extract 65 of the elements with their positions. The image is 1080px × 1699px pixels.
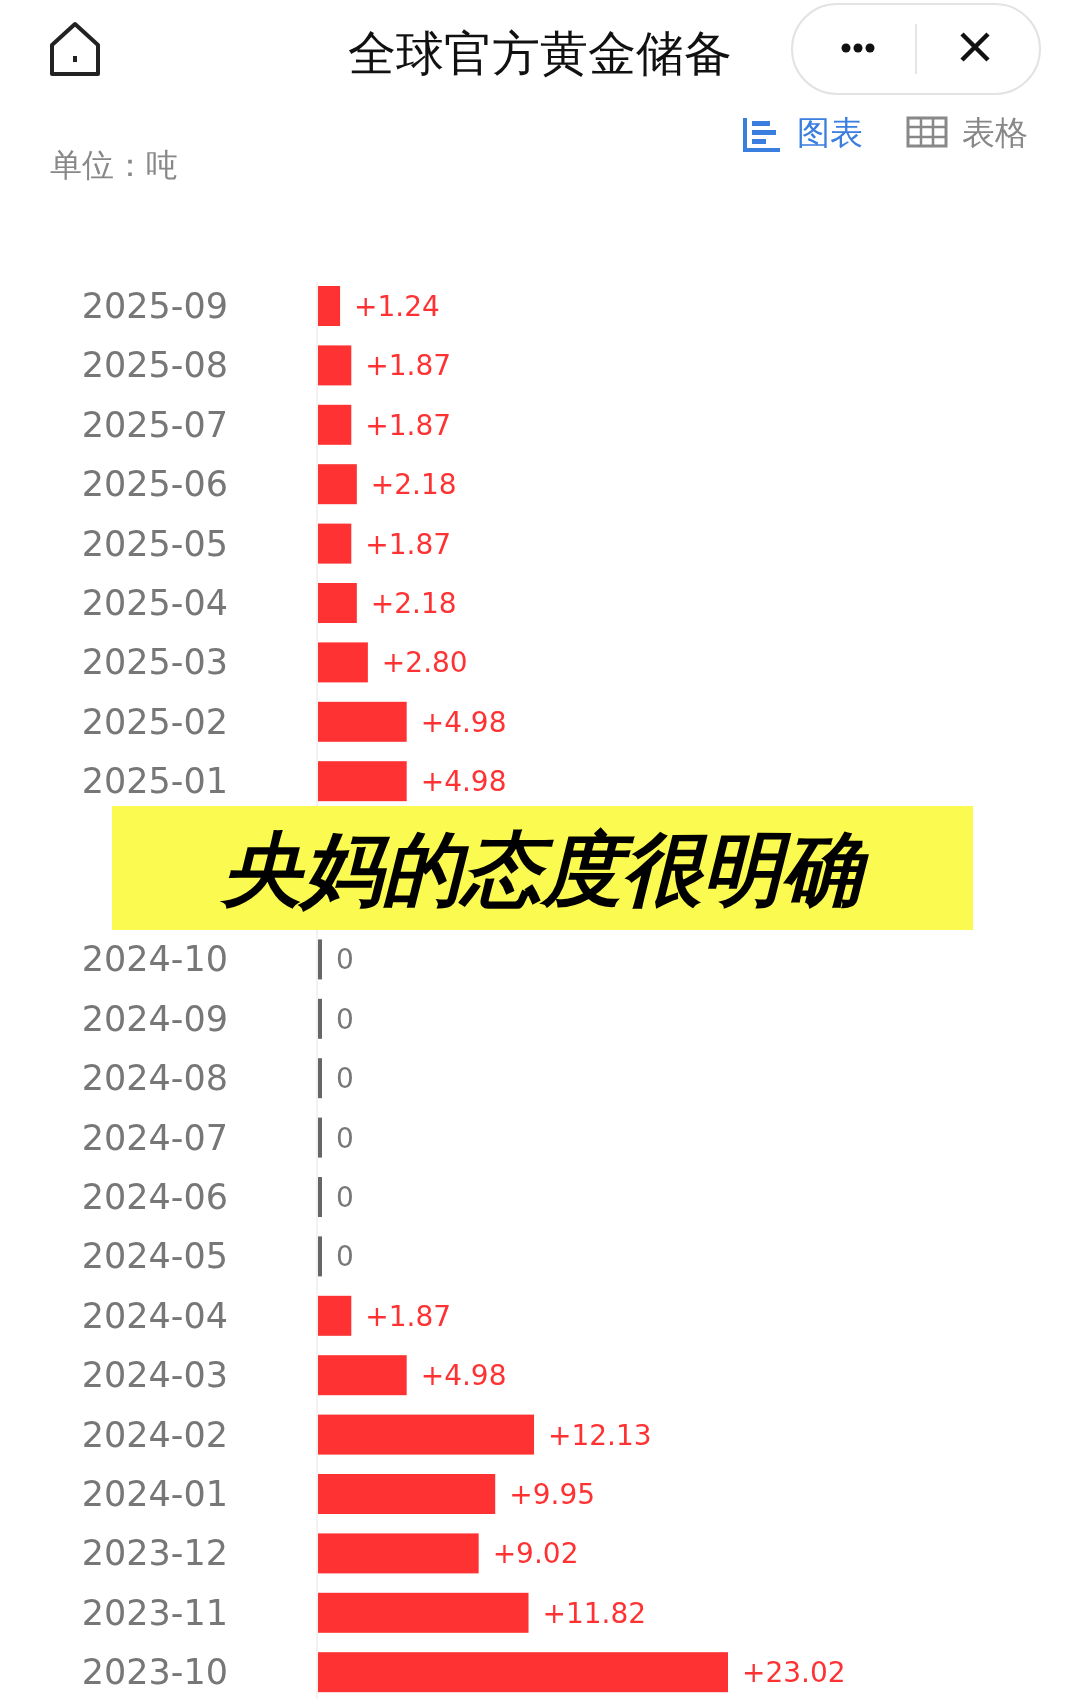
bar	[318, 1414, 535, 1455]
y-tick-label: 2025-02	[81, 701, 228, 742]
bar	[318, 701, 407, 742]
data-label: 0	[336, 1002, 354, 1036]
y-tick-label: 2025-07	[81, 404, 228, 445]
data-label: +2.18	[370, 587, 457, 620]
text: 图表	[797, 113, 863, 152]
bar	[318, 1652, 728, 1693]
y-tick-label: 2025-03	[81, 642, 228, 683]
text: 表格	[962, 113, 1028, 152]
data-label: +1.87	[365, 527, 452, 561]
data-label: +4.98	[420, 1359, 507, 1393]
data-label: 0	[336, 1062, 354, 1096]
data-label: 0	[336, 1240, 354, 1274]
y-tick-label: 2024-08	[81, 1058, 228, 1099]
data-label: +23.02	[742, 1656, 846, 1690]
y-tick-label: 2024-10	[81, 939, 228, 980]
y-tick-label: 2025-09	[81, 286, 228, 326]
y-tick-label: 2024-05	[81, 1236, 228, 1277]
y-tick-label: 2024-07	[81, 1117, 228, 1158]
data-label: 0	[336, 1121, 354, 1155]
bar	[318, 1295, 352, 1336]
y-tick-label: 2024-03	[81, 1355, 228, 1396]
y-tick-label: 2023-11	[81, 1592, 228, 1633]
chart-title: 全球官方黄金储备	[348, 25, 732, 81]
data-label: 0	[336, 943, 354, 977]
data-label: +1.87	[365, 408, 452, 442]
text: 单位：吨	[50, 146, 178, 184]
data-label: 0	[336, 1181, 354, 1214]
bar	[318, 523, 352, 564]
data-label: +4.98	[420, 705, 507, 739]
y-tick-label: 2024-09	[81, 998, 228, 1039]
y-tick-label: 2024-06	[81, 1177, 228, 1217]
bar	[318, 583, 357, 623]
y-tick-label: 2024-04	[81, 1295, 228, 1336]
y-tick-label: 2025-01	[81, 761, 228, 802]
bar	[318, 1592, 529, 1633]
data-label: +1.24	[354, 290, 440, 323]
bar	[318, 642, 368, 683]
y-tick-label: 2025-04	[81, 583, 228, 623]
bar	[318, 345, 352, 386]
data-label: +4.98	[420, 765, 507, 799]
bar	[318, 761, 407, 802]
data-label: +11.82	[542, 1596, 647, 1630]
bar	[318, 1474, 496, 1514]
y-tick-label: 2023-10	[81, 1652, 228, 1693]
y-tick-label: 2024-01	[81, 1474, 228, 1514]
y-tick-label: 2025-08	[81, 345, 228, 386]
data-label: +1.87	[365, 349, 452, 383]
bar	[318, 464, 357, 505]
y-tick-label: 2023-12	[81, 1533, 228, 1574]
y-tick-label: 2025-06	[81, 464, 228, 505]
bar	[318, 1355, 407, 1396]
y-tick-label: 2025-05	[81, 523, 228, 564]
data-label: +12.13	[548, 1418, 652, 1452]
bar	[318, 404, 352, 445]
data-label: +2.80	[381, 646, 468, 680]
data-label: +2.18	[370, 468, 457, 502]
annotation: 央妈的态度很明确	[219, 823, 869, 916]
bar	[318, 286, 341, 326]
data-label: +9.02	[492, 1537, 579, 1571]
bar	[318, 1533, 479, 1574]
y-tick-label: 2024-02	[81, 1414, 228, 1455]
data-label: +9.95	[509, 1478, 596, 1511]
data-label: +1.87	[365, 1299, 452, 1333]
